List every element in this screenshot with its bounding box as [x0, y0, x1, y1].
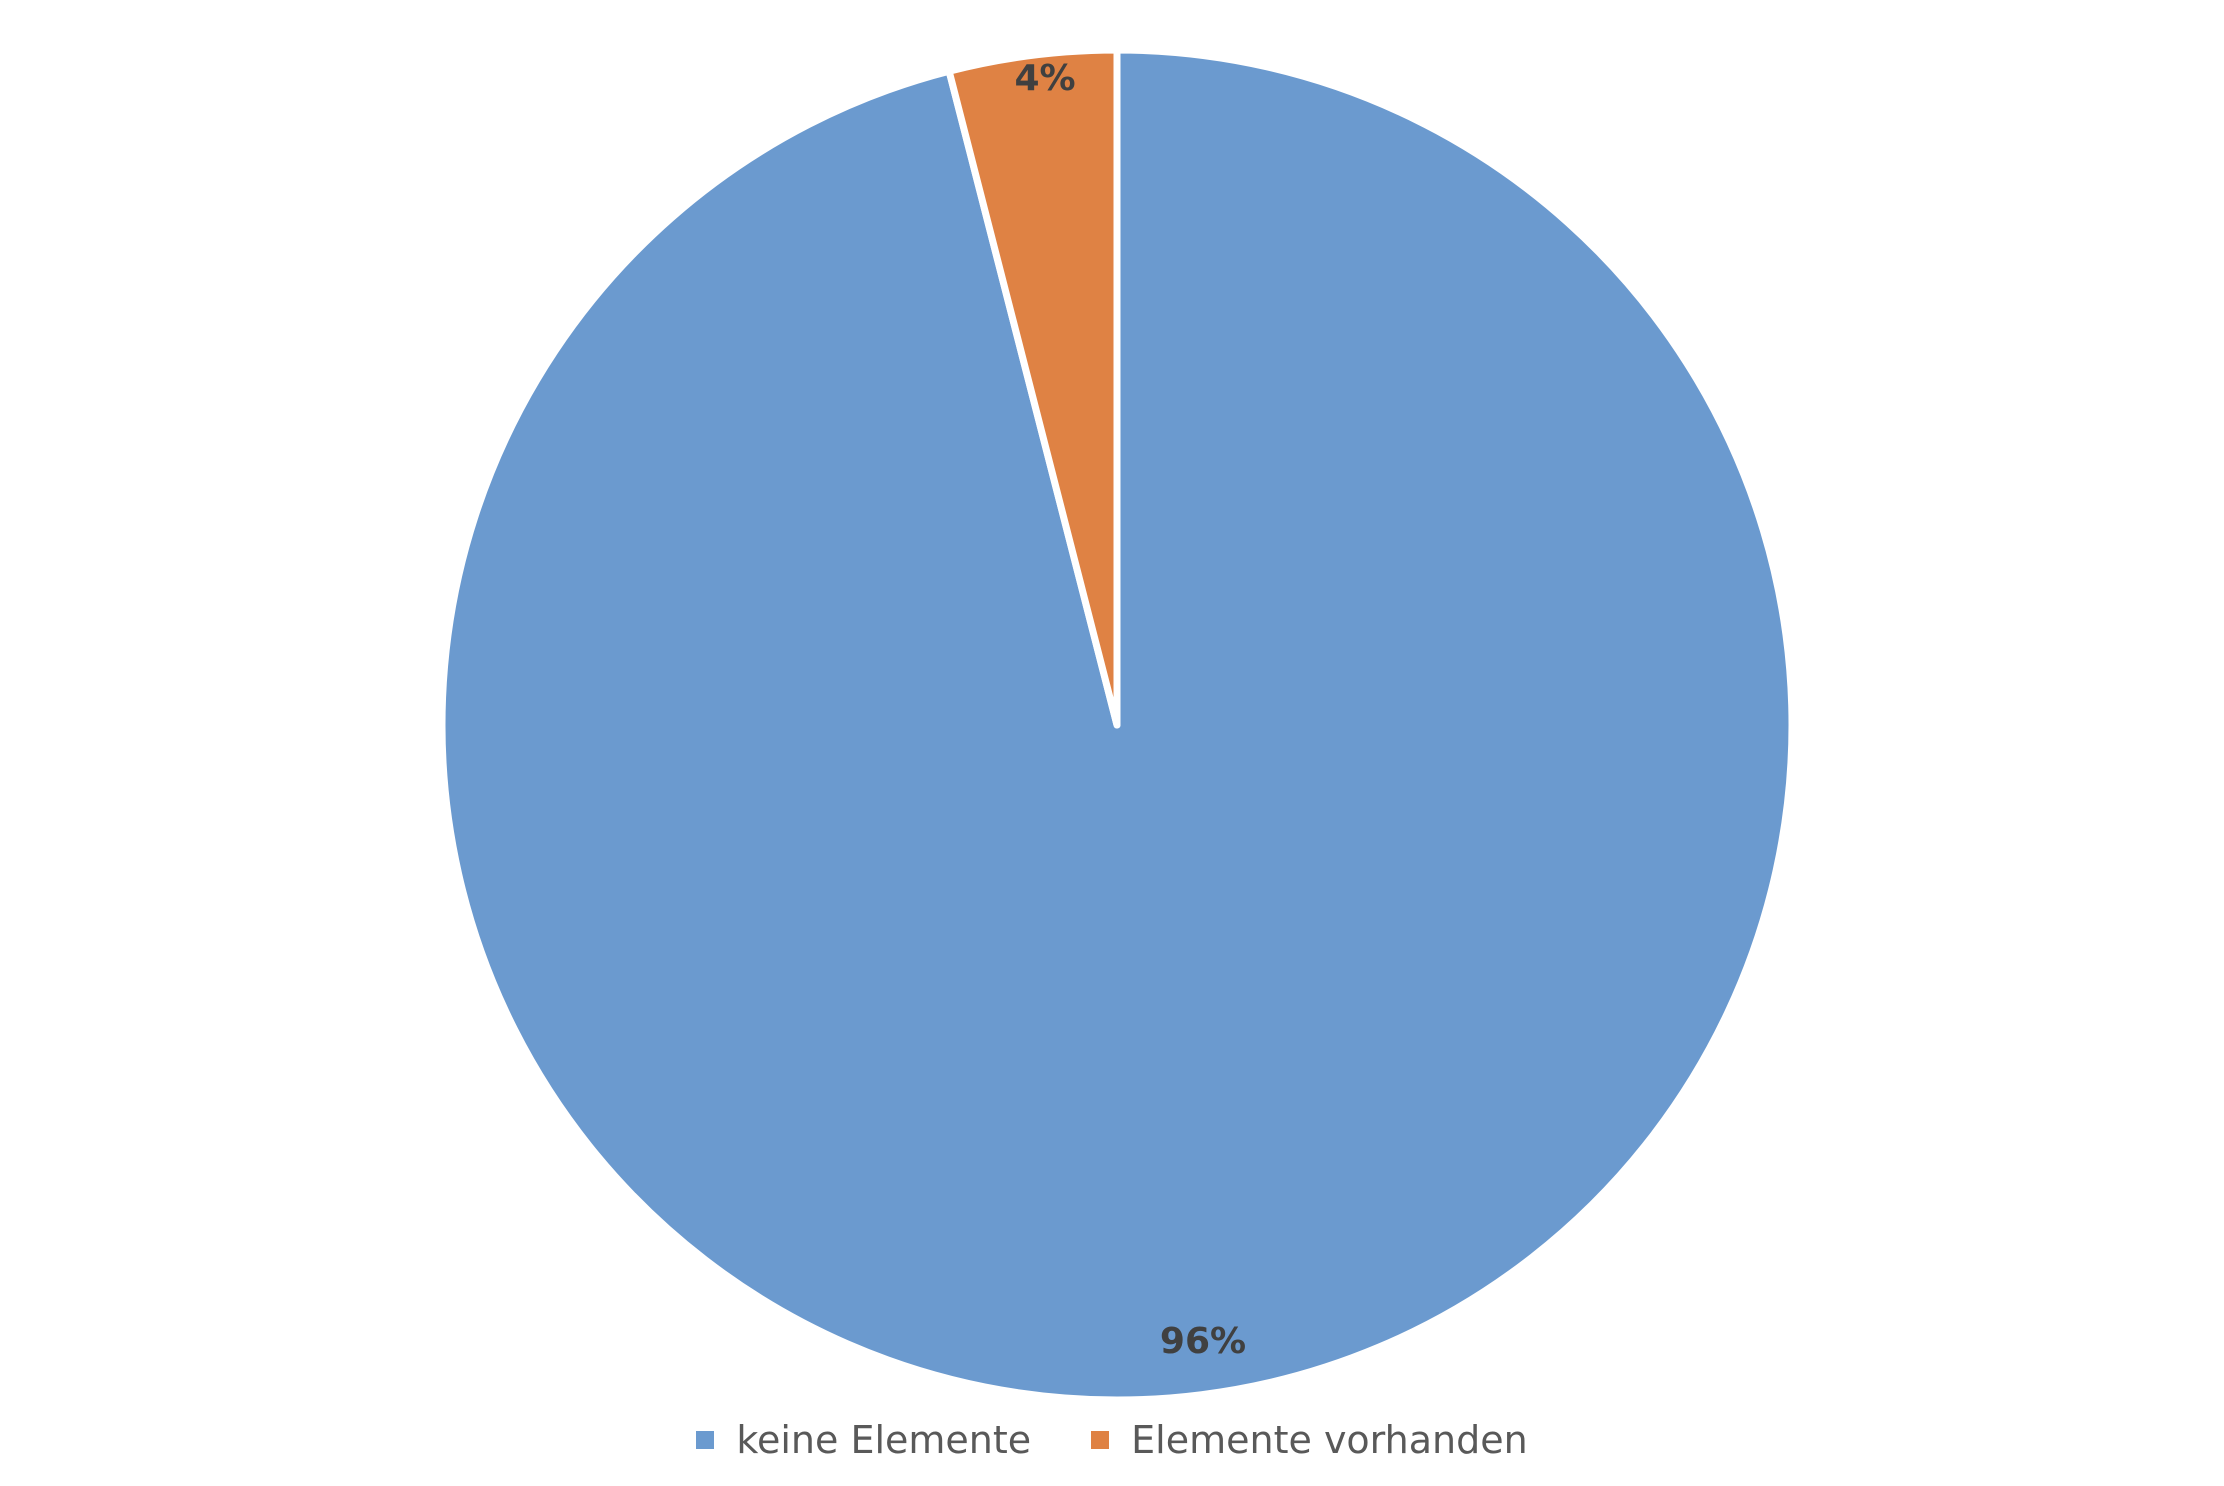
data-label-elemente-vorhanden: 4%: [1014, 58, 1075, 99]
legend-swatch-keine-elemente: [696, 1431, 715, 1449]
legend-label-elemente-vorhanden: Elemente vorhanden: [1131, 1418, 1528, 1462]
pie-data-labels: 96% 4%: [1014, 58, 1246, 1362]
legend-item-elemente-vorhanden: Elemente vorhanden: [1091, 1418, 1528, 1462]
legend-item-keine-elemente: keine Elemente: [696, 1418, 1031, 1462]
data-label-keine-elemente: 96%: [1160, 1321, 1246, 1362]
pie-slices: [438, 46, 1796, 1404]
legend-swatch-elemente-vorhanden: [1091, 1431, 1110, 1449]
pie-slice-elemente-vorhanden: [945, 46, 1121, 729]
legend: keine Elemente Elemente vorhanden: [0, 1418, 2224, 1462]
legend-label-keine-elemente: keine Elemente: [736, 1418, 1032, 1462]
